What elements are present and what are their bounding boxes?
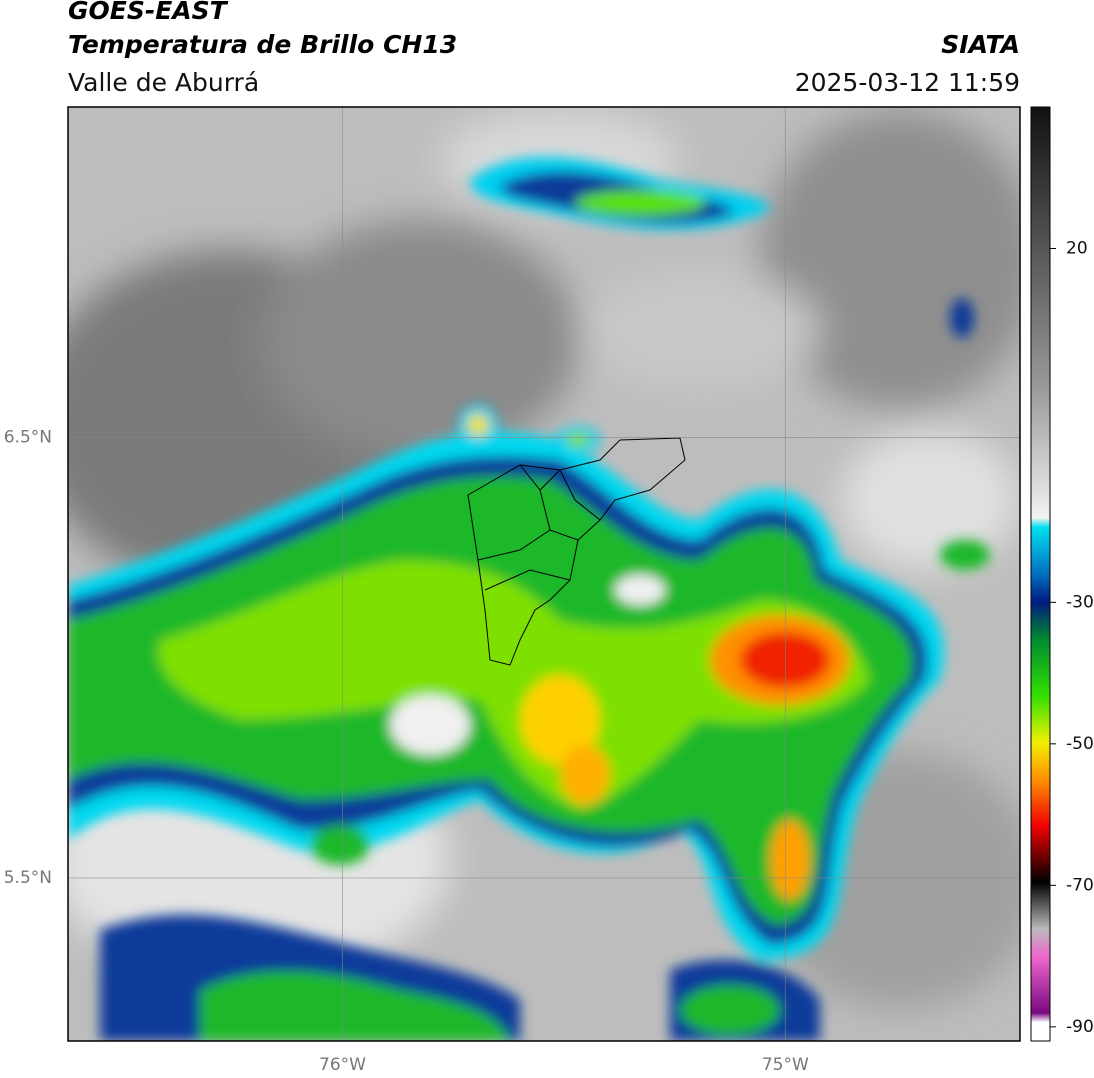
colorbar-tick-label: -50 [1066, 734, 1094, 754]
municipal-boundaries [467, 437, 686, 666]
x-tick-label: 76°W [319, 1055, 366, 1075]
colorbar-tick-label: -70 [1066, 875, 1094, 895]
graticule [68, 107, 1020, 1041]
y-tick-label: 5.5°N [4, 868, 52, 888]
colorbar-tick-label: -90 [1066, 1017, 1094, 1037]
datetime-label: 2025-03-12 11:59 [795, 68, 1020, 97]
agency-label: SIATA [941, 30, 1020, 59]
map-frame [67, 106, 1021, 1042]
colorbar [1030, 106, 1051, 1042]
satellite-title: GOES-EAST [68, 0, 229, 25]
region-label: Valle de Aburrá [68, 68, 259, 97]
satellite-image [68, 107, 1020, 1041]
ticks: 76°W 75°W 6.5°N 5.5°N 20 -30 -50 -70 -90 [4, 239, 1094, 1075]
y-tick-label: 6.5°N [4, 427, 52, 447]
colorbar-tick-label: -30 [1066, 592, 1094, 612]
x-tick-label: 75°W [762, 1055, 809, 1075]
product-title: Temperatura de Brillo CH13 [68, 30, 457, 59]
colorbar-tick-label: 20 [1066, 239, 1088, 259]
